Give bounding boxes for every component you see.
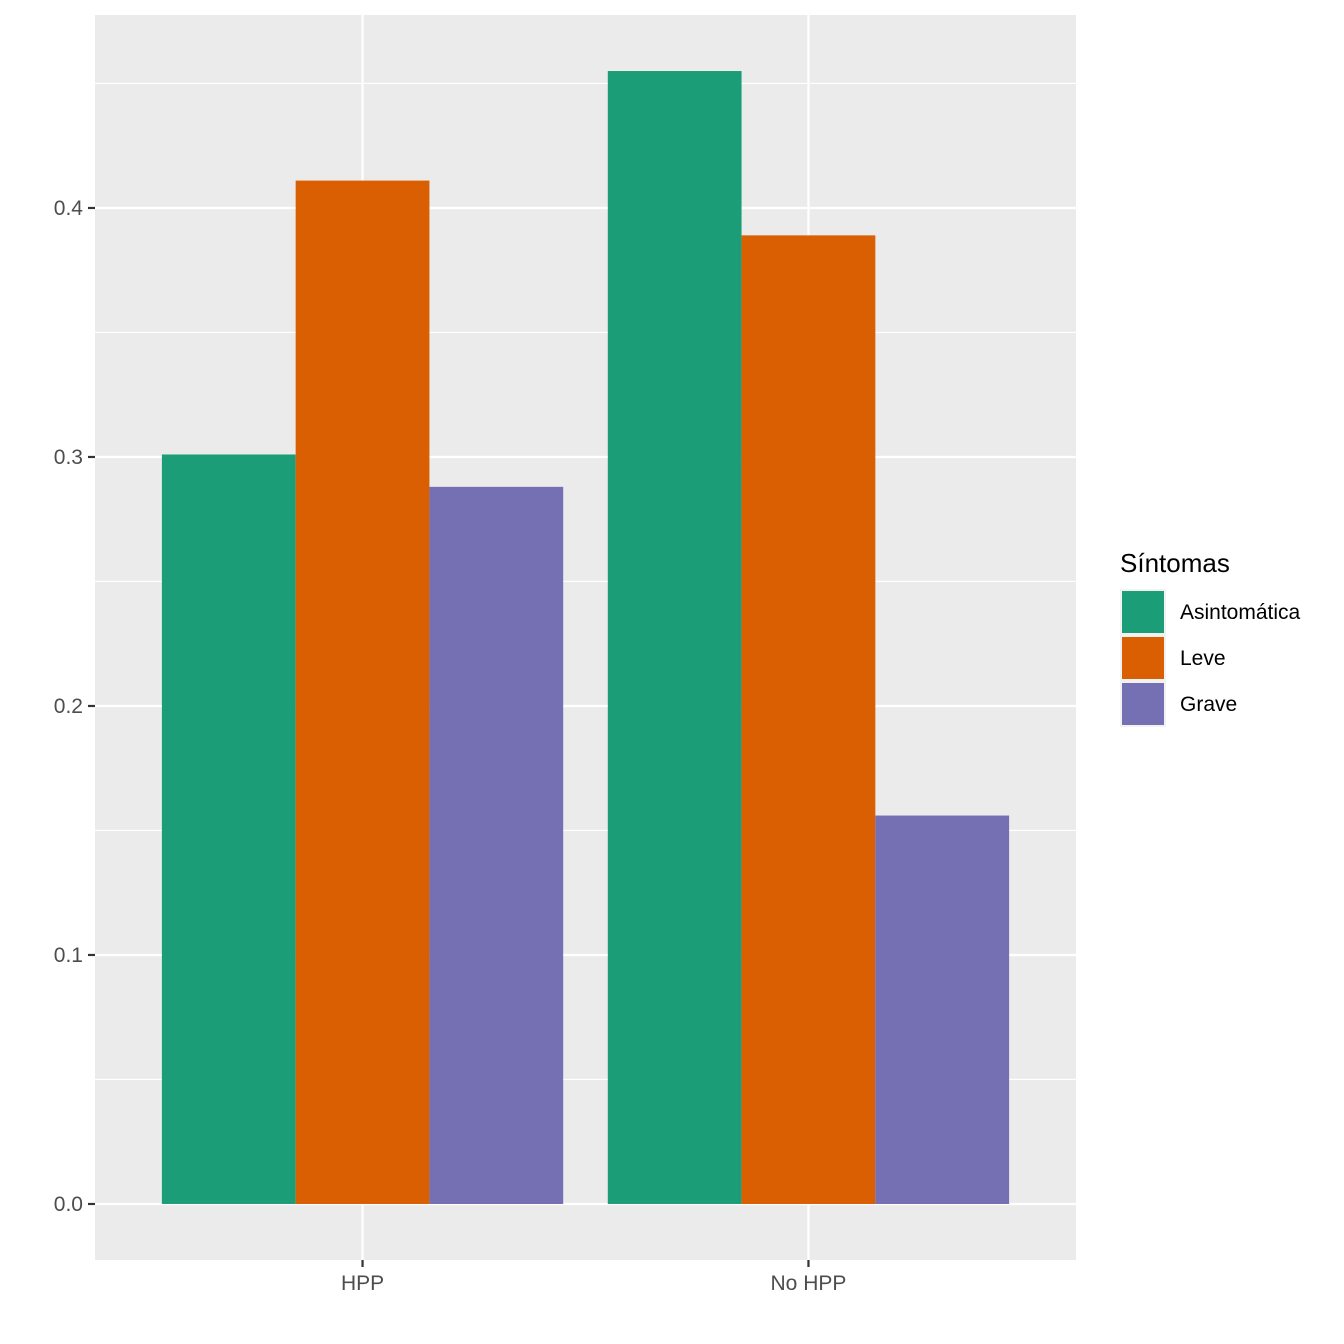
legend-key-swatch [1122, 591, 1164, 633]
bar-grave-hpp [429, 486, 564, 1204]
legend-key-swatch [1122, 637, 1164, 679]
legend-label: Leve [1180, 647, 1226, 670]
x-tick-label: HPP [341, 1272, 384, 1295]
bar-grave-no-hpp [875, 815, 1010, 1204]
legend-label: Grave [1180, 693, 1237, 716]
legend: Síntomas Asintomática Leve Grave [1120, 548, 1301, 727]
legend-label: Asintomática [1180, 601, 1301, 624]
legend-title: Síntomas [1120, 548, 1230, 578]
y-tick-label: 0.2 [54, 695, 83, 718]
y-tick-label: 0.4 [54, 197, 84, 220]
y-tick-label: 0.0 [54, 1193, 83, 1216]
y-tick-label: 0.3 [54, 446, 83, 469]
bar-leve-hpp [295, 180, 430, 1204]
legend-key-swatch [1122, 683, 1164, 725]
bar-leve-no-hpp [741, 235, 876, 1204]
y-axis: 0.0 0.1 0.2 0.3 0.4 [54, 197, 95, 1216]
bars [161, 71, 1010, 1204]
bar-asintomtica-no-hpp [607, 71, 742, 1204]
bar-asintomtica-hpp [161, 454, 296, 1204]
x-axis: HPP No HPP [341, 1260, 846, 1295]
x-tick-label: No HPP [771, 1272, 847, 1295]
y-tick-label: 0.1 [54, 944, 83, 967]
